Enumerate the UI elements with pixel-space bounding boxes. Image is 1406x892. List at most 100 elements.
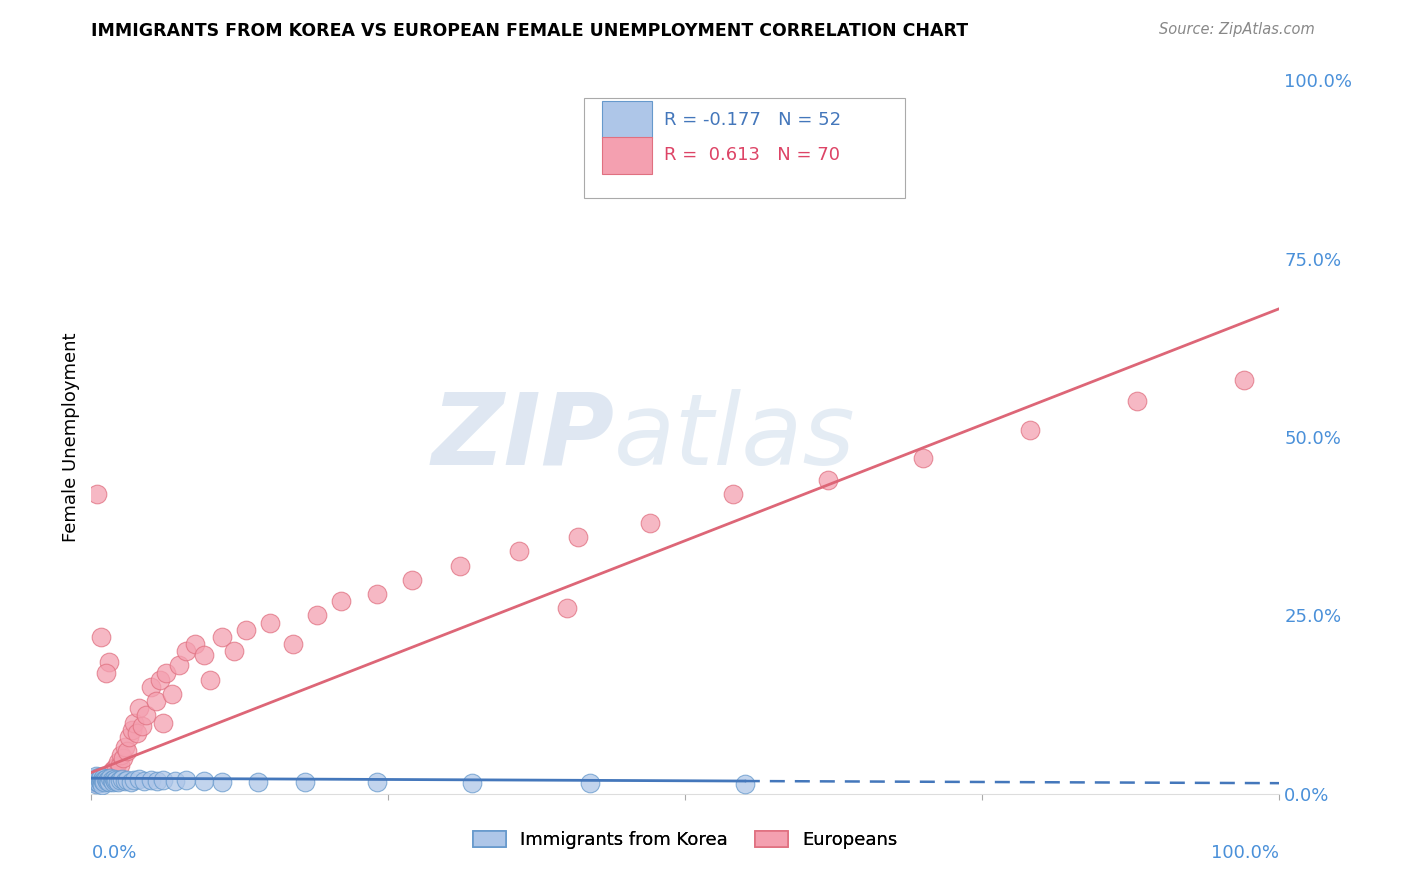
Point: [121, 723, 143, 737]
Point: [149, 673, 172, 687]
Point: [103, 772, 125, 786]
Text: IMMIGRANTS FROM KOREA VS EUROPEAN FEMALE UNEMPLOYMENT CORRELATION CHART: IMMIGRANTS FROM KOREA VS EUROPEAN FEMALE…: [91, 22, 969, 40]
Point: [128, 701, 150, 715]
Point: [122, 773, 145, 788]
Point: [401, 573, 423, 587]
FancyBboxPatch shape: [585, 98, 905, 198]
Point: [84, 771, 107, 785]
Y-axis label: Female Unemployment: Female Unemployment: [62, 333, 80, 541]
Point: [911, 451, 934, 466]
Point: [97, 772, 120, 787]
Point: [193, 648, 215, 662]
Point: [125, 726, 148, 740]
Point: [139, 772, 162, 787]
Point: [145, 694, 167, 708]
Point: [283, 637, 305, 651]
Point: [160, 687, 183, 701]
Point: [86, 771, 108, 785]
Point: [90, 772, 112, 786]
Point: [86, 487, 108, 501]
Point: [83, 774, 105, 789]
Text: ZIP: ZIP: [432, 389, 614, 485]
Point: [86, 774, 108, 789]
Point: [93, 772, 115, 787]
FancyBboxPatch shape: [602, 136, 652, 174]
Point: [721, 487, 744, 501]
Point: [87, 771, 110, 785]
Point: [96, 774, 118, 789]
Point: [366, 587, 388, 601]
Point: [86, 772, 108, 787]
Point: [90, 630, 112, 644]
Point: [366, 775, 388, 789]
Point: [112, 751, 135, 765]
Point: [90, 775, 112, 789]
Point: [110, 747, 132, 762]
Point: [193, 774, 215, 789]
Point: [1233, 373, 1256, 387]
Point: [114, 740, 136, 755]
Point: [128, 772, 150, 786]
Point: [87, 776, 110, 790]
Point: [91, 774, 114, 789]
Point: [91, 773, 114, 788]
Point: [108, 773, 131, 788]
Point: [107, 774, 129, 789]
Point: [103, 762, 125, 776]
Text: R =  0.613   N = 70: R = 0.613 N = 70: [664, 146, 839, 164]
Point: [449, 558, 471, 573]
Point: [184, 637, 207, 651]
Point: [307, 608, 329, 623]
Text: 100.0%: 100.0%: [1212, 844, 1279, 862]
Point: [114, 774, 136, 789]
Point: [104, 769, 127, 783]
Point: [89, 772, 111, 786]
Point: [460, 776, 482, 790]
Point: [235, 623, 257, 637]
Point: [93, 772, 115, 787]
Point: [246, 774, 269, 789]
Point: [97, 770, 120, 784]
Point: [163, 774, 186, 789]
Point: [100, 764, 122, 778]
Point: [108, 758, 131, 772]
Point: [94, 665, 117, 680]
Point: [176, 644, 198, 658]
Point: [294, 775, 316, 789]
Point: [94, 771, 117, 785]
Point: [1019, 423, 1042, 437]
Point: [93, 775, 115, 789]
Point: [211, 774, 233, 789]
Point: [105, 760, 128, 774]
Point: [84, 772, 107, 787]
Text: Source: ZipAtlas.com: Source: ZipAtlas.com: [1159, 22, 1315, 37]
Point: [131, 719, 153, 733]
Point: [169, 658, 191, 673]
Point: [84, 775, 107, 789]
Point: [110, 772, 132, 787]
Point: [98, 775, 121, 789]
Point: [259, 615, 281, 630]
Point: [100, 767, 122, 781]
Point: [104, 774, 127, 789]
Point: [222, 644, 245, 658]
Point: [139, 680, 162, 694]
Point: [87, 773, 110, 788]
Point: [579, 776, 602, 790]
Point: [152, 773, 174, 788]
Point: [96, 773, 118, 788]
Point: [211, 630, 233, 644]
Point: [84, 777, 107, 791]
Point: [100, 771, 122, 785]
Point: [107, 755, 129, 769]
Point: [135, 708, 157, 723]
Point: [82, 772, 104, 787]
Point: [329, 594, 352, 608]
Point: [89, 774, 111, 789]
Point: [84, 769, 107, 783]
Point: [91, 771, 114, 785]
Point: [115, 744, 138, 758]
Point: [91, 769, 114, 783]
Point: [508, 544, 530, 558]
Text: 0.0%: 0.0%: [91, 844, 136, 862]
